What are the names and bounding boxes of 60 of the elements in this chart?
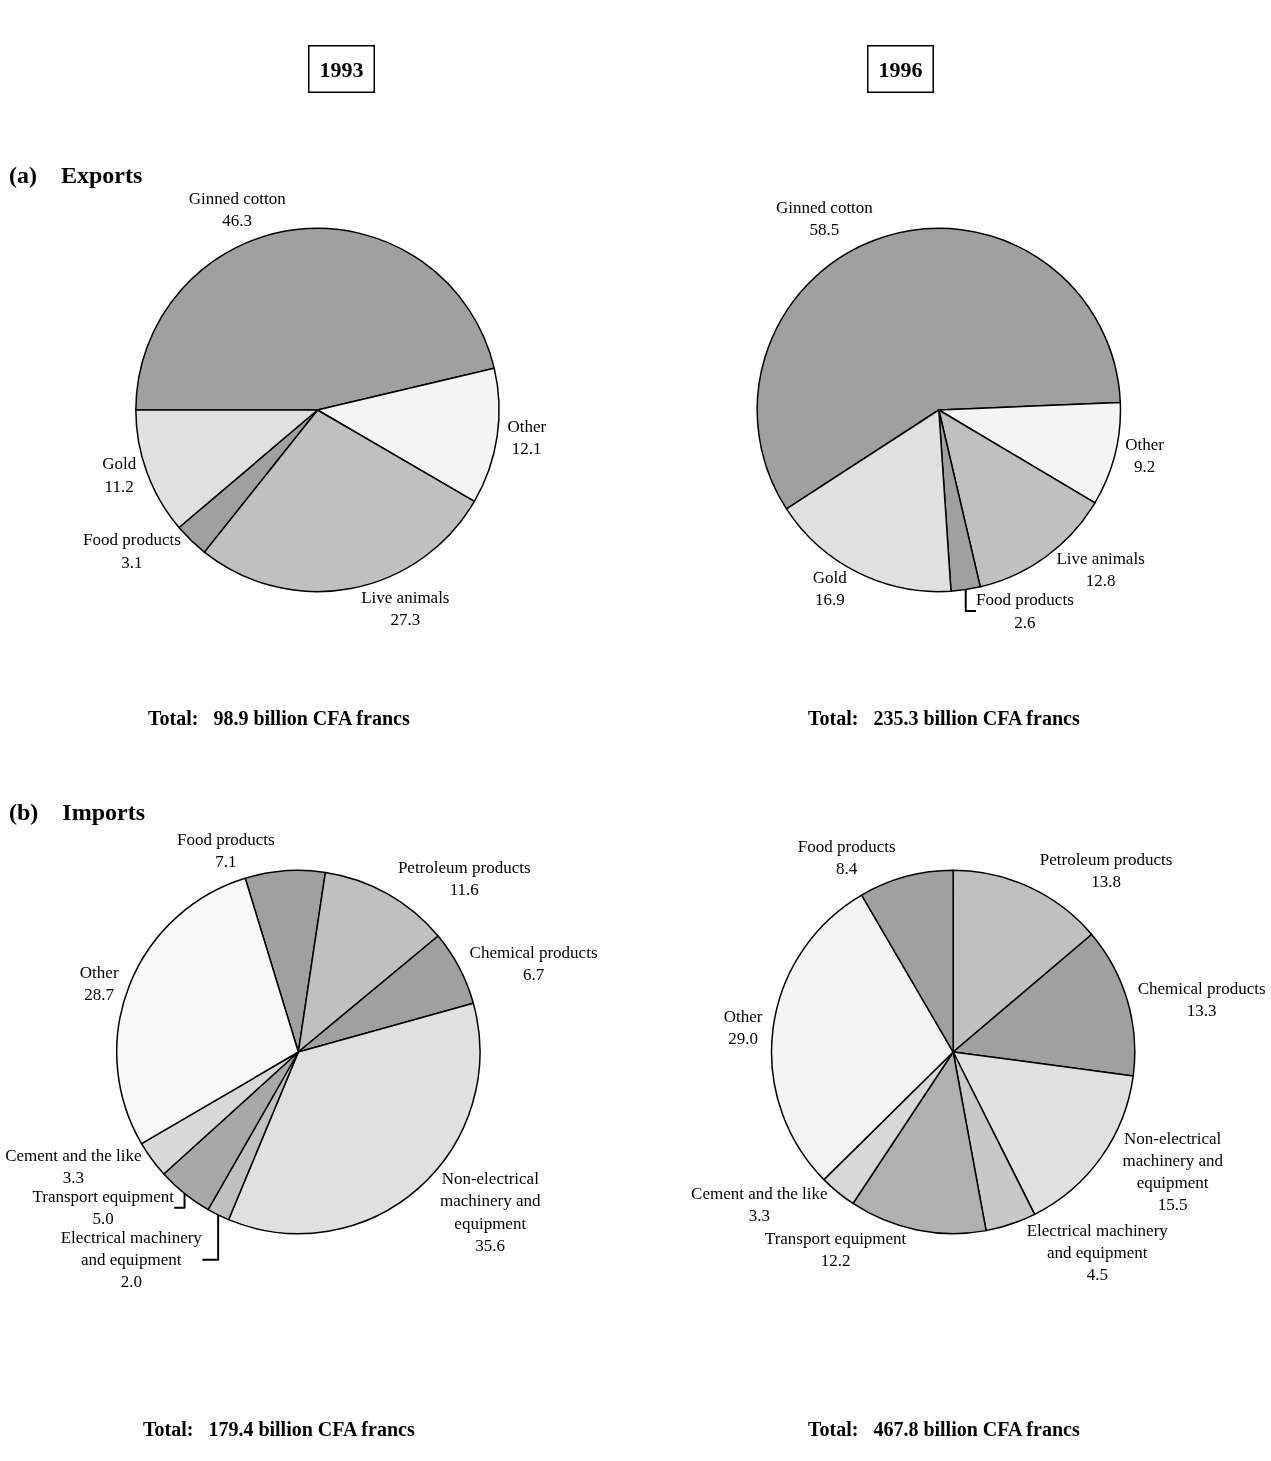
slice-label: Non-electrical machinery and equipment — [1122, 1129, 1224, 1193]
data-label: 35.6 — [475, 1235, 506, 1255]
data-label: 12.8 — [1085, 571, 1116, 591]
data-label: 5.0 — [92, 1209, 114, 1229]
slice-label: Live animals — [1056, 549, 1145, 569]
slice-label: Non-electrical machinery and equipment — [439, 1169, 542, 1233]
data-label: 11.6 — [449, 879, 479, 899]
slice-label: Live animals — [361, 587, 450, 607]
slice-label: Ginned cotton — [776, 197, 874, 217]
slice-label: Electrical machinery and equipment — [60, 1228, 203, 1270]
slice-label: Gold — [812, 568, 848, 588]
data-label: 4.5 — [1086, 1265, 1108, 1285]
data-label: 2.6 — [1014, 612, 1036, 632]
data-label: 3.3 — [62, 1168, 85, 1188]
slice-label: Chemical products — [469, 942, 598, 962]
data-label: 13.8 — [1091, 871, 1121, 891]
slice-label: Transport equipment — [764, 1229, 907, 1249]
text: Total: 179.4 billion CFA francs — [143, 1418, 415, 1440]
slice-label: Gold — [102, 454, 137, 474]
data-label: 11.2 — [104, 476, 134, 496]
slice-label: Food products — [797, 836, 896, 856]
slice-label: Ginned cotton — [188, 188, 287, 208]
data-label: 13.3 — [1186, 1000, 1217, 1020]
data-label: 27.3 — [390, 609, 421, 629]
data-label: 3.3 — [748, 1206, 770, 1226]
slice-label: Petroleum products — [397, 857, 531, 877]
slice-label: Food products — [976, 590, 1074, 610]
data-label: 3.1 — [121, 552, 143, 572]
slice-label: Transport equipment — [32, 1187, 175, 1207]
slice-label: Other — [1125, 435, 1165, 455]
text: Total: 235.3 billion CFA francs — [808, 707, 1080, 729]
slice-label: Cement and the like — [5, 1146, 142, 1166]
data-label: 8.4 — [836, 859, 858, 879]
data-label: 12.2 — [820, 1251, 851, 1271]
slice-label: Food products — [83, 530, 181, 550]
data-label: 28.7 — [84, 984, 115, 1004]
chart-subtitle: (a) Exports — [9, 162, 143, 188]
data-label: 9.2 — [1133, 457, 1156, 477]
data-label: 29.0 — [728, 1029, 759, 1049]
data-label: 12.1 — [511, 438, 542, 458]
chart-subtitle: (b) Imports — [9, 799, 145, 825]
data-label: 16.9 — [814, 590, 845, 610]
slice-label: Other — [507, 416, 547, 436]
data-label: 6.7 — [522, 964, 545, 984]
data-label: 15.5 — [1157, 1195, 1188, 1215]
slice-label: Cement and the like — [691, 1184, 828, 1204]
data-label: 7.1 — [215, 851, 237, 871]
data-label: 46.3 — [222, 210, 253, 230]
chart-title: 1993 — [319, 56, 364, 82]
slice-label: Other — [723, 1007, 763, 1027]
data-label: 58.5 — [809, 219, 840, 239]
chart-title: 1996 — [878, 56, 923, 82]
slice-label: Other — [79, 962, 119, 982]
slice-label: Food products — [176, 829, 275, 849]
slice-label: Petroleum products — [1039, 849, 1173, 869]
data-label: 2.0 — [120, 1272, 142, 1292]
slice-label: Electrical machinery and equipment — [1026, 1221, 1169, 1263]
text: Total: 98.9 billion CFA francs — [148, 707, 410, 729]
slice-label: Chemical products — [1137, 978, 1266, 998]
text: Total: 467.8 billion CFA francs — [808, 1418, 1080, 1440]
